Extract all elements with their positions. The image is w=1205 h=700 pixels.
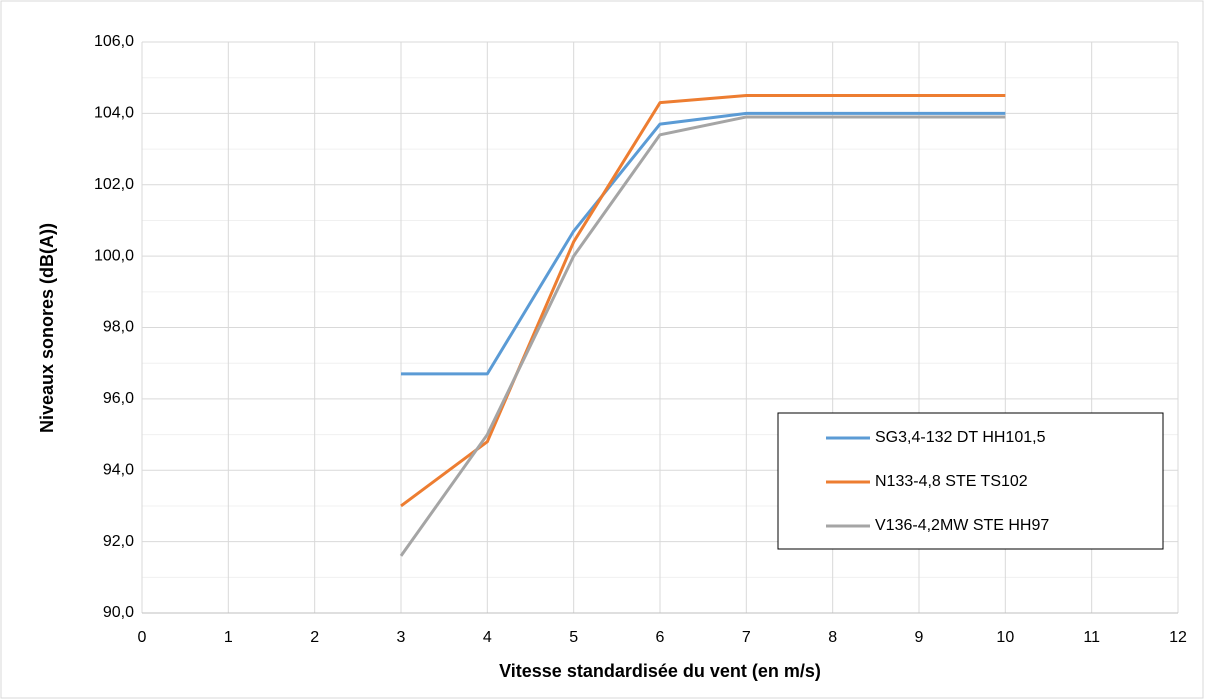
x-tick-label: 4 — [483, 629, 492, 646]
x-tick-label: 0 — [138, 629, 147, 646]
x-tick-label: 6 — [656, 629, 665, 646]
y-tick-label: 90,0 — [103, 604, 134, 621]
x-tick-label: 3 — [397, 629, 406, 646]
x-tick-label: 7 — [742, 629, 751, 646]
x-tick-label: 5 — [569, 629, 578, 646]
x-tick-label: 9 — [915, 629, 924, 646]
x-tick-label: 12 — [1169, 629, 1187, 646]
y-tick-label: 94,0 — [103, 461, 134, 478]
y-tick-label: 98,0 — [103, 319, 134, 336]
y-tick-label: 106,0 — [94, 33, 134, 50]
y-tick-label: 102,0 — [94, 176, 134, 193]
y-tick-label: 104,0 — [94, 105, 134, 122]
x-tick-label: 2 — [310, 629, 319, 646]
legend-label: N133-4,8 STE TS102 — [875, 473, 1028, 490]
y-tick-label: 96,0 — [103, 390, 134, 407]
y-axis-label: Niveaux sonores (dB(A)) — [37, 223, 57, 433]
x-tick-label: 1 — [224, 629, 233, 646]
series-line — [399, 115, 1006, 557]
x-tick-label: 11 — [1083, 629, 1100, 646]
x-tick-label: 8 — [828, 629, 837, 646]
series-line — [401, 111, 1006, 376]
y-tick-label: 100,0 — [94, 247, 134, 264]
legend-label: V136-4,2MW STE HH97 — [875, 517, 1049, 534]
x-tick-label: 10 — [996, 629, 1014, 646]
legend-label: SG3,4-132 DT HH101,5 — [875, 429, 1046, 446]
x-axis-label: Vitesse standardisée du vent (en m/s) — [499, 661, 821, 681]
y-tick-label: 92,0 — [103, 533, 134, 550]
